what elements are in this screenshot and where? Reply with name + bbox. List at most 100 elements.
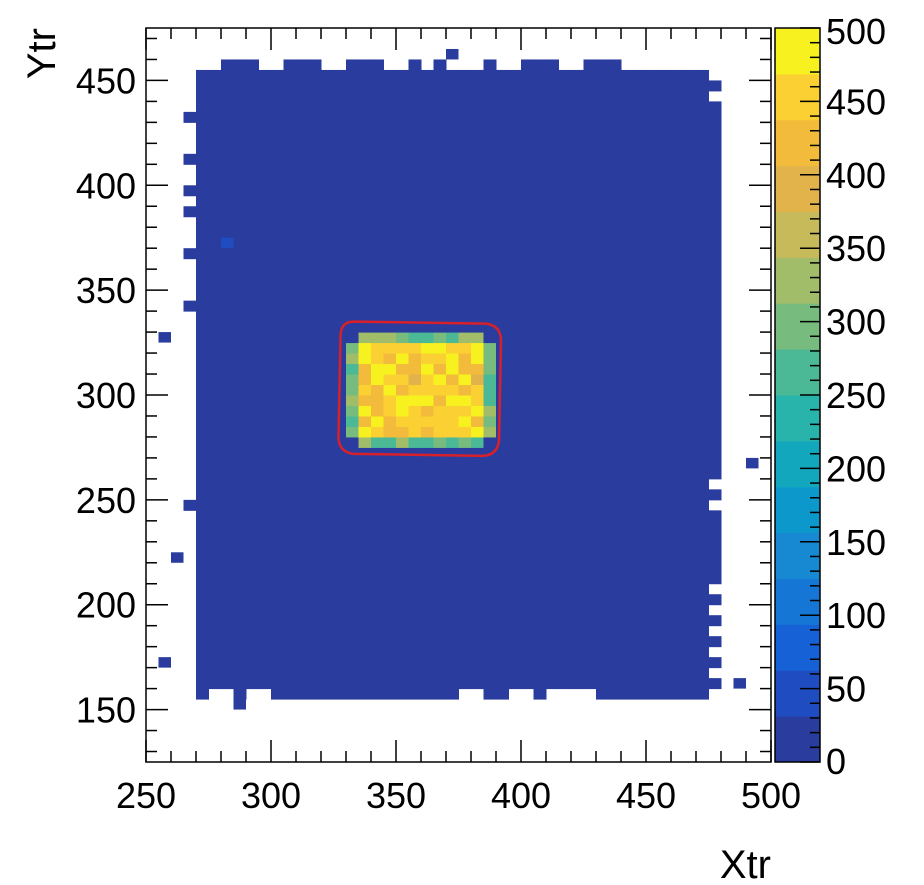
heatmap-bin xyxy=(283,636,297,648)
heatmap-bin xyxy=(533,353,547,365)
heatmap-bin xyxy=(371,636,384,648)
heatmap-bin xyxy=(408,415,422,427)
heatmap-bin xyxy=(383,363,397,375)
heatmap-bin xyxy=(383,489,397,501)
heatmap-bin xyxy=(458,185,472,197)
heatmap-bin xyxy=(483,636,497,648)
heatmap-bin xyxy=(583,153,597,165)
heatmap-bin xyxy=(233,426,247,438)
heatmap-bin xyxy=(408,447,422,459)
heatmap-bin xyxy=(396,395,409,406)
heatmap-bin xyxy=(208,594,222,606)
heatmap-bin xyxy=(271,122,284,134)
heatmap-bin xyxy=(421,552,434,564)
heatmap-bin xyxy=(608,625,622,637)
heatmap-bin xyxy=(471,195,484,207)
heatmap-bin xyxy=(496,520,509,532)
heatmap-bin xyxy=(308,237,322,249)
heatmap-bin xyxy=(533,342,547,354)
heatmap-bin xyxy=(533,248,547,260)
heatmap-bin xyxy=(446,311,459,323)
heatmap-bin xyxy=(483,395,497,406)
heatmap-bin xyxy=(283,342,297,354)
heatmap-bin xyxy=(371,122,384,134)
heatmap-bin xyxy=(708,384,722,396)
heatmap-bin xyxy=(571,279,584,291)
heatmap-bin xyxy=(671,499,684,511)
heatmap-bin xyxy=(633,657,647,669)
heatmap-bin xyxy=(271,447,284,459)
heatmap-bin xyxy=(496,342,509,354)
heatmap-bin xyxy=(646,300,659,312)
heatmap-bin xyxy=(458,195,472,207)
heatmap-bin xyxy=(583,69,597,81)
heatmap-bin xyxy=(696,321,709,333)
heatmap-bin xyxy=(583,311,597,323)
heatmap-bin xyxy=(471,552,484,564)
heatmap-bin xyxy=(671,153,684,165)
heatmap-bin xyxy=(508,216,522,228)
heatmap-bin xyxy=(658,625,672,637)
heatmap-bin xyxy=(408,111,422,123)
heatmap-bin xyxy=(596,80,609,92)
heatmap-bin xyxy=(283,531,297,543)
heatmap-bin xyxy=(196,269,209,281)
heatmap-bin xyxy=(308,300,322,312)
heatmap-bin xyxy=(246,248,259,260)
heatmap-bin xyxy=(671,332,684,344)
heatmap-bin xyxy=(496,646,509,658)
heatmap-bin xyxy=(696,206,709,218)
heatmap-bin xyxy=(546,646,559,658)
heatmap-bin xyxy=(333,90,347,102)
heatmap-bin xyxy=(608,415,622,427)
heatmap-bin xyxy=(221,248,234,260)
heatmap-bin xyxy=(458,489,472,501)
heatmap-bin xyxy=(333,122,347,134)
heatmap-bin xyxy=(596,59,609,71)
heatmap-bin xyxy=(196,468,209,480)
heatmap-bin xyxy=(283,90,297,102)
heatmap-bin xyxy=(358,122,372,134)
heatmap-bin xyxy=(421,174,434,186)
heatmap-bin xyxy=(221,531,234,543)
heatmap-bin xyxy=(671,436,684,448)
heatmap-bin xyxy=(483,478,497,490)
heatmap-bin xyxy=(608,59,622,71)
heatmap-bin xyxy=(671,520,684,532)
heatmap-bin xyxy=(308,489,322,501)
heatmap-bin xyxy=(633,468,647,480)
heatmap-bin xyxy=(283,489,297,501)
heatmap-bin xyxy=(408,657,422,669)
heatmap-bin xyxy=(683,395,697,406)
heatmap-bin xyxy=(508,300,522,312)
heatmap-bin xyxy=(446,363,459,375)
heatmap-bin xyxy=(321,174,334,186)
heatmap-bin xyxy=(633,290,647,302)
heatmap-bin xyxy=(458,101,472,113)
heatmap-bin xyxy=(546,510,559,522)
heatmap-bin xyxy=(608,384,622,396)
heatmap-bin xyxy=(258,321,272,333)
heatmap-bin xyxy=(558,332,572,344)
heatmap-bin xyxy=(246,321,259,333)
heatmap-bin xyxy=(283,426,297,438)
heatmap-bin xyxy=(521,122,534,134)
heatmap-bin xyxy=(333,185,347,197)
heatmap-bin xyxy=(196,583,209,595)
heatmap-bin xyxy=(421,436,434,448)
heatmap-bin xyxy=(608,520,622,532)
heatmap-bin xyxy=(321,625,334,637)
heatmap-bin xyxy=(621,227,634,239)
heatmap-bin xyxy=(471,258,484,270)
heatmap-bin xyxy=(371,583,384,595)
heatmap-bin xyxy=(196,80,209,92)
heatmap-bin xyxy=(533,101,547,113)
heatmap-bin xyxy=(208,636,222,648)
heatmap-bin xyxy=(433,237,447,249)
heatmap-bin xyxy=(571,132,584,144)
heatmap-bin xyxy=(358,363,372,375)
heatmap-bin xyxy=(346,321,359,333)
heatmap-bin xyxy=(221,80,234,92)
heatmap-bin xyxy=(346,342,359,354)
heatmap-bin xyxy=(558,153,572,165)
